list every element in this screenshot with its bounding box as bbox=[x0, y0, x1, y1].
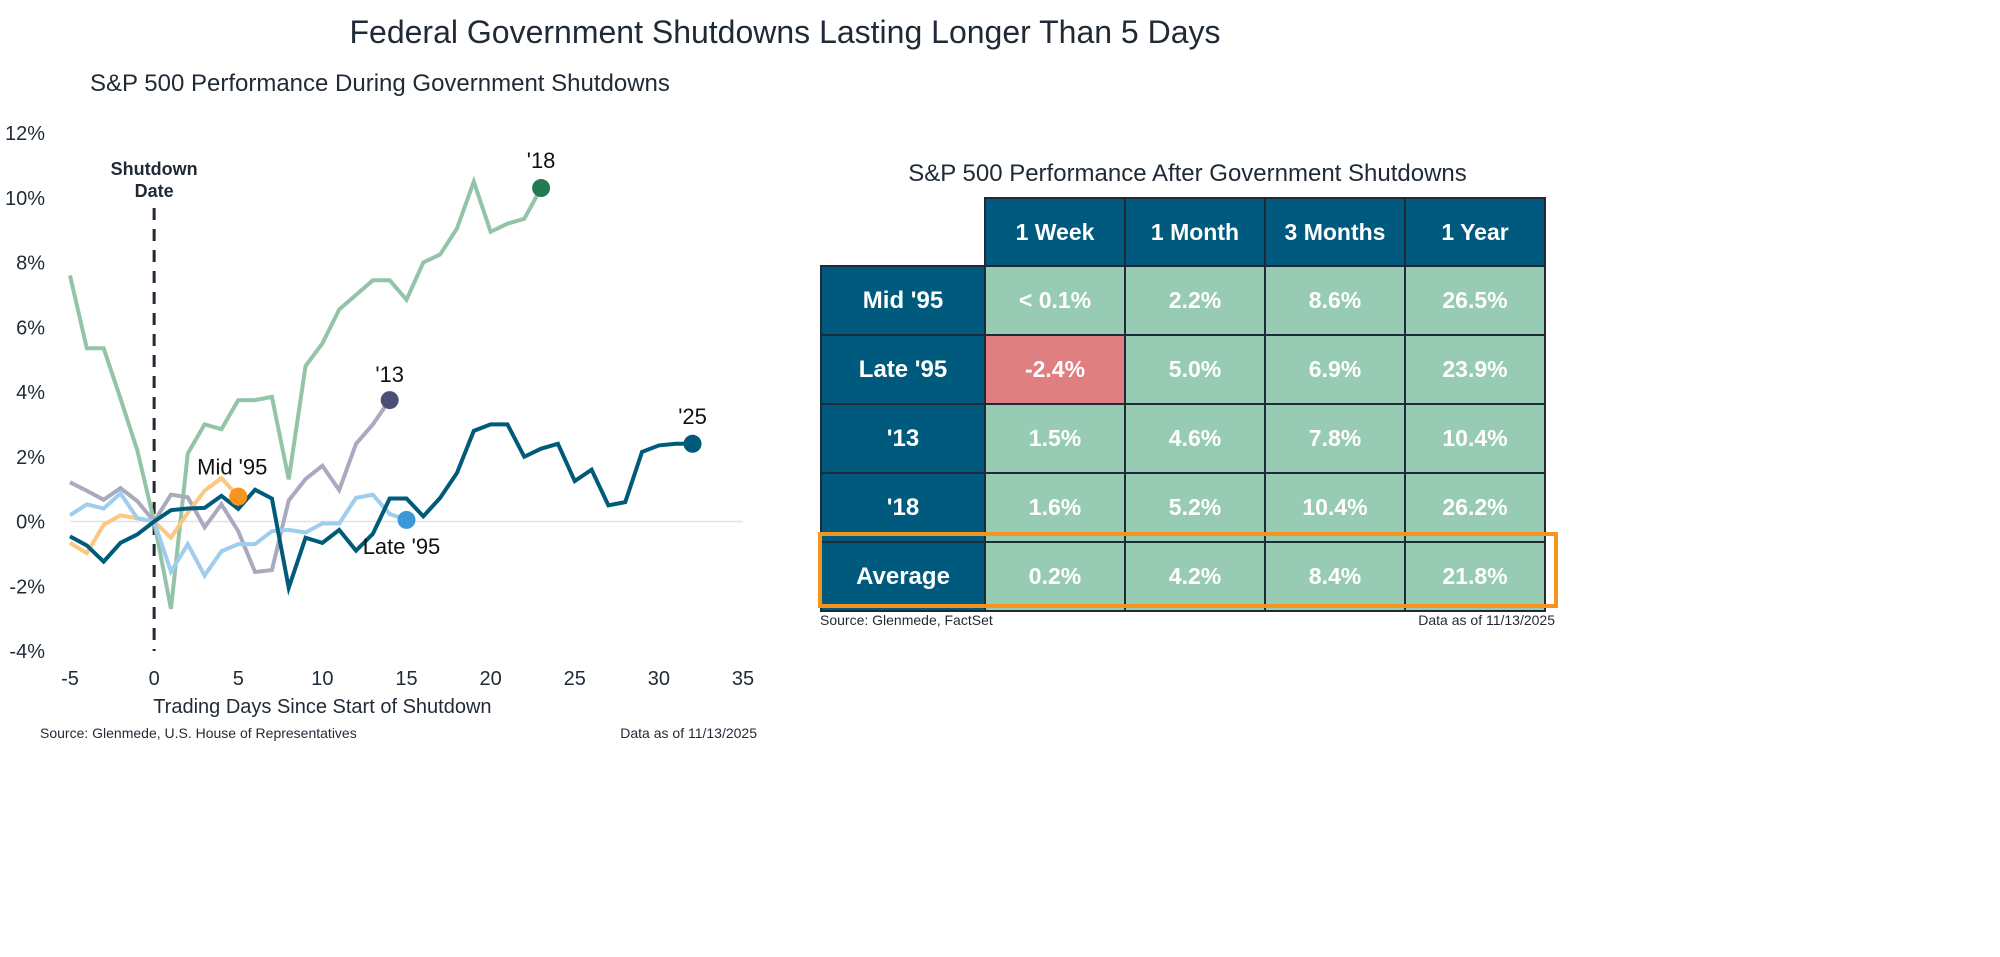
series-end-dot bbox=[683, 434, 702, 453]
series-label: '25 bbox=[678, 404, 707, 429]
x-tick-label: 0 bbox=[149, 668, 160, 690]
row-label: '18 bbox=[820, 472, 986, 543]
table-row: '18 1.6% 5.2% 10.4% 26.2% bbox=[820, 472, 1546, 543]
series-label: '18 bbox=[527, 148, 556, 173]
table-cell: 4.2% bbox=[1124, 541, 1266, 612]
line-chart: -4% -2% 0% 2% 4% 6% 8% 10% 12% -5 0 5 10 15 20 25 30 35 Tr… bbox=[5, 123, 754, 718]
table-cell: 1.6% bbox=[984, 472, 1126, 543]
blank-cell bbox=[821, 198, 985, 266]
table-cell: < 0.1% bbox=[984, 265, 1126, 336]
table-cell: 5.2% bbox=[1124, 472, 1266, 543]
chart-title: S&P 500 Performance During Government Sh… bbox=[90, 70, 670, 97]
y-tick-label: 12% bbox=[5, 123, 45, 145]
table-cell: 7.8% bbox=[1264, 403, 1406, 474]
y-tick-label: -2% bbox=[9, 576, 45, 598]
table-cell: 21.8% bbox=[1404, 541, 1546, 612]
x-tick-label: 35 bbox=[732, 668, 754, 690]
row-label: '13 bbox=[820, 403, 986, 474]
table-cell: 5.0% bbox=[1124, 334, 1266, 405]
x-tick-label: -5 bbox=[61, 668, 79, 690]
table-cell: 0.2% bbox=[984, 541, 1126, 612]
header-row: 1 Week 1 Month 3 Months 1 Year bbox=[821, 197, 1546, 267]
series-end-dot bbox=[229, 487, 248, 506]
row-label: Mid '95 bbox=[820, 265, 986, 336]
table-date: Data as of 11/13/2025 bbox=[1418, 612, 1555, 628]
table-source: Source: Glenmede, FactSet bbox=[820, 612, 993, 628]
table-cell: 10.4% bbox=[1264, 472, 1406, 543]
row-label: Average bbox=[820, 541, 986, 612]
x-tick-label: 15 bbox=[395, 668, 417, 690]
performance-table: 1 Week 1 Month 3 Months 1 Year Mid '95 < 0.1%… bbox=[820, 197, 1546, 612]
table-cell: 8.6% bbox=[1264, 265, 1406, 336]
series-end-dot bbox=[397, 510, 416, 529]
table-cell: -2.4% bbox=[984, 334, 1126, 405]
shutdown-date-label: Shutdown Date bbox=[111, 159, 198, 201]
y-tick-label: -4% bbox=[9, 641, 45, 663]
series-label: Mid '95 bbox=[197, 455, 267, 480]
table-row: '13 1.5% 4.6% 7.8% 10.4% bbox=[820, 403, 1546, 474]
y-tick-label: 0% bbox=[16, 512, 45, 534]
y-tick-label: 10% bbox=[5, 188, 45, 210]
column-header: 1 Month bbox=[1124, 197, 1266, 267]
table-cell: 4.6% bbox=[1124, 403, 1266, 474]
x-tick-label: 25 bbox=[564, 668, 586, 690]
table-cell: 2.2% bbox=[1124, 265, 1266, 336]
x-axis-label: Trading Days Since Start of Shutdown bbox=[153, 696, 491, 718]
table-cell: 26.2% bbox=[1404, 472, 1546, 543]
table-cell: 23.9% bbox=[1404, 334, 1546, 405]
x-tick-label: 10 bbox=[311, 668, 333, 690]
series-line bbox=[69, 422, 693, 596]
series-label: Late '95 bbox=[363, 534, 441, 559]
column-header: 1 Week bbox=[984, 197, 1126, 267]
y-tick-label: 4% bbox=[16, 382, 45, 404]
table-cell: 6.9% bbox=[1264, 334, 1406, 405]
row-label: Late '95 bbox=[820, 334, 986, 405]
column-header: 3 Months bbox=[1264, 197, 1406, 267]
main-title: Federal Government Shutdowns Lasting Lon… bbox=[349, 14, 1221, 50]
series-end-dot bbox=[532, 179, 551, 198]
y-tick-label: 8% bbox=[16, 253, 45, 275]
table-cell: 26.5% bbox=[1404, 265, 1546, 336]
series-line bbox=[69, 398, 392, 575]
series-line bbox=[68, 175, 543, 610]
chart-date: Data as of 11/13/2025 bbox=[620, 725, 757, 741]
table-row: Late '95 -2.4% 5.0% 6.9% 23.9% bbox=[820, 334, 1546, 405]
table-row: Average 0.2% 4.2% 8.4% 21.8% bbox=[820, 541, 1546, 612]
series-line bbox=[68, 490, 408, 580]
column-header: 1 Year bbox=[1404, 197, 1546, 267]
table-cell: 8.4% bbox=[1264, 541, 1406, 612]
y-tick-label: 2% bbox=[16, 447, 45, 469]
x-tick-label: 5 bbox=[233, 668, 244, 690]
table-cell: 1.5% bbox=[984, 403, 1126, 474]
series-label: '13 bbox=[375, 362, 404, 387]
series-end-dot bbox=[380, 391, 399, 410]
table-title: S&P 500 Performance After Government Shu… bbox=[908, 160, 1467, 187]
table-cell: 10.4% bbox=[1404, 403, 1546, 474]
x-tick-label: 20 bbox=[480, 668, 502, 690]
chart-source: Source: Glenmede, U.S. House of Represen… bbox=[40, 725, 357, 741]
table-row: Mid '95 < 0.1% 2.2% 8.6% 26.5% bbox=[820, 265, 1546, 336]
y-tick-label: 6% bbox=[16, 317, 45, 339]
x-tick-label: 30 bbox=[648, 668, 670, 690]
